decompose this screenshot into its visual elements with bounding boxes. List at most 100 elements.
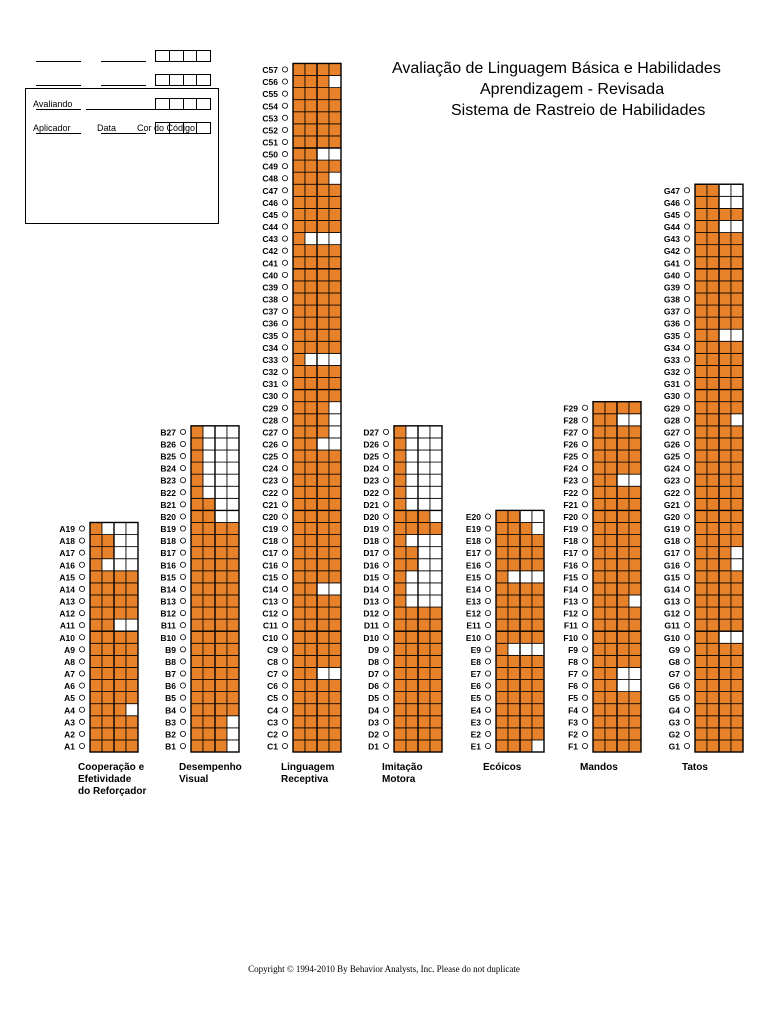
- skill-radio[interactable]: [582, 489, 589, 496]
- skill-cell[interactable]: [730, 715, 744, 729]
- skill-cell[interactable]: [89, 558, 103, 572]
- skill-cell[interactable]: [694, 256, 708, 270]
- skill-cell[interactable]: [507, 679, 521, 693]
- skill-cell[interactable]: [730, 630, 744, 644]
- skill-radio[interactable]: [382, 610, 389, 617]
- skill-cell[interactable]: [417, 509, 431, 523]
- skill-cell[interactable]: [718, 316, 732, 330]
- skill-cell[interactable]: [125, 642, 139, 656]
- skill-cell[interactable]: [730, 606, 744, 620]
- skill-radio[interactable]: [382, 453, 389, 460]
- skill-cell[interactable]: [125, 679, 139, 693]
- skill-cell[interactable]: [405, 642, 419, 656]
- skill-cell[interactable]: [718, 679, 732, 693]
- skill-radio[interactable]: [281, 513, 288, 520]
- skill-cell[interactable]: [202, 570, 216, 584]
- skill-cell[interactable]: [101, 606, 115, 620]
- skill-radio[interactable]: [79, 598, 86, 605]
- skill-cell[interactable]: [190, 739, 204, 753]
- skill-cell[interactable]: [328, 135, 342, 149]
- skill-cell[interactable]: [113, 703, 127, 717]
- skill-cell[interactable]: [592, 667, 606, 680]
- skill-cell[interactable]: [604, 727, 618, 741]
- skill-cell[interactable]: [101, 594, 115, 608]
- skill-cell[interactable]: [316, 425, 330, 439]
- skill-radio[interactable]: [684, 247, 691, 254]
- skill-radio[interactable]: [382, 730, 389, 737]
- skill-cell[interactable]: [592, 413, 606, 427]
- skill-cell[interactable]: [694, 630, 708, 644]
- skill-cell[interactable]: [519, 618, 533, 632]
- skill-cell[interactable]: [495, 546, 509, 560]
- skill-cell[interactable]: [604, 485, 618, 499]
- skill-radio[interactable]: [281, 622, 288, 629]
- skill-radio[interactable]: [684, 694, 691, 701]
- skill-cell[interactable]: [226, 522, 240, 535]
- skill-cell[interactable]: [694, 594, 708, 608]
- skill-cell[interactable]: [417, 485, 431, 499]
- skill-radio[interactable]: [281, 465, 288, 472]
- skill-cell[interactable]: [292, 159, 306, 173]
- color-code-boxes[interactable]: [155, 50, 211, 62]
- skill-radio[interactable]: [582, 706, 589, 713]
- skill-cell[interactable]: [125, 654, 139, 668]
- skill-radio[interactable]: [79, 549, 86, 556]
- skill-cell[interactable]: [616, 485, 630, 499]
- skill-cell[interactable]: [531, 594, 545, 608]
- skill-cell[interactable]: [616, 691, 630, 705]
- skill-cell[interactable]: [531, 546, 545, 560]
- skill-cell[interactable]: [706, 485, 720, 499]
- skill-cell[interactable]: [113, 691, 127, 705]
- skill-cell[interactable]: [304, 642, 318, 656]
- skill-cell[interactable]: [292, 630, 306, 644]
- skill-cell[interactable]: [495, 606, 509, 620]
- skill-radio[interactable]: [79, 718, 86, 725]
- skill-cell[interactable]: [718, 280, 732, 294]
- skill-radio[interactable]: [179, 610, 186, 617]
- skill-radio[interactable]: [484, 658, 491, 665]
- skill-cell[interactable]: [202, 654, 216, 668]
- skill-cell[interactable]: [328, 401, 342, 415]
- skill-cell[interactable]: [328, 352, 342, 366]
- skill-cell[interactable]: [113, 654, 127, 668]
- skill-cell[interactable]: [226, 630, 240, 644]
- skill-cell[interactable]: [592, 461, 606, 475]
- skill-cell[interactable]: [190, 522, 204, 535]
- skill-cell[interactable]: [316, 171, 330, 185]
- skill-radio[interactable]: [484, 525, 491, 532]
- skill-cell[interactable]: [628, 642, 642, 656]
- skill-cell[interactable]: [202, 546, 216, 560]
- skill-cell[interactable]: [328, 195, 342, 209]
- skill-radio[interactable]: [582, 573, 589, 580]
- skill-radio[interactable]: [179, 585, 186, 592]
- skill-cell[interactable]: [495, 570, 509, 584]
- skill-cell[interactable]: [429, 727, 443, 741]
- skill-cell[interactable]: [417, 679, 431, 693]
- skill-cell[interactable]: [730, 183, 744, 197]
- skill-radio[interactable]: [281, 477, 288, 484]
- skill-cell[interactable]: [292, 292, 306, 306]
- skill-cell[interactable]: [694, 304, 708, 318]
- skill-radio[interactable]: [281, 501, 288, 508]
- skill-radio[interactable]: [582, 646, 589, 653]
- skill-cell[interactable]: [694, 582, 708, 596]
- skill-cell[interactable]: [393, 739, 407, 753]
- skill-cell[interactable]: [592, 497, 606, 511]
- aplicador-line[interactable]: [36, 85, 81, 86]
- skill-cell[interactable]: [316, 570, 330, 584]
- skill-cell[interactable]: [604, 437, 618, 451]
- skill-cell[interactable]: [202, 703, 216, 717]
- skill-radio[interactable]: [684, 271, 691, 278]
- skill-radio[interactable]: [281, 175, 288, 182]
- skill-radio[interactable]: [684, 392, 691, 399]
- skill-cell[interactable]: [718, 570, 732, 584]
- skill-cell[interactable]: [706, 558, 720, 572]
- skill-radio[interactable]: [281, 694, 288, 701]
- skill-cell[interactable]: [202, 727, 216, 741]
- skill-radio[interactable]: [281, 549, 288, 556]
- skill-cell[interactable]: [592, 485, 606, 499]
- skill-cell[interactable]: [417, 461, 431, 475]
- skill-cell[interactable]: [101, 534, 115, 548]
- skill-cell[interactable]: [730, 352, 744, 366]
- skill-cell[interactable]: [190, 594, 204, 608]
